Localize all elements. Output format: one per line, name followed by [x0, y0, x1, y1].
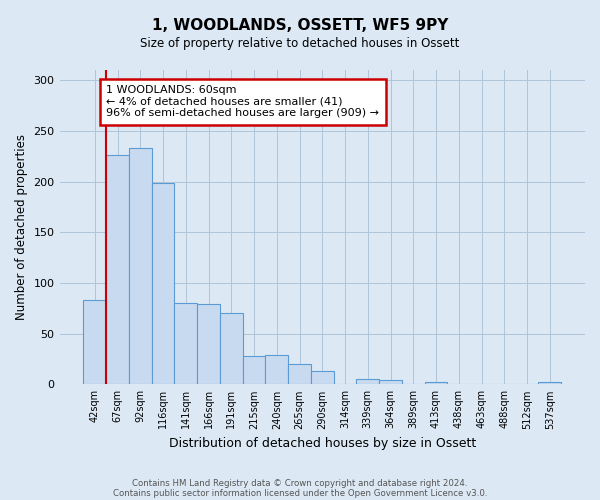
Bar [129, 148, 152, 384]
Y-axis label: Number of detached properties: Number of detached properties [15, 134, 28, 320]
Text: Contains HM Land Registry data © Crown copyright and database right 2024.: Contains HM Land Registry data © Crown c… [132, 478, 468, 488]
Text: Size of property relative to detached houses in Ossett: Size of property relative to detached ho… [140, 38, 460, 51]
Text: Contains public sector information licensed under the Open Government Licence v3: Contains public sector information licen… [113, 488, 487, 498]
Bar [311, 371, 334, 384]
Bar [288, 364, 311, 384]
Bar [265, 355, 288, 384]
Bar [538, 382, 561, 384]
Bar [242, 356, 265, 384]
Bar [152, 182, 175, 384]
Bar [175, 304, 197, 384]
X-axis label: Distribution of detached houses by size in Ossett: Distribution of detached houses by size … [169, 437, 476, 450]
Bar [220, 314, 242, 384]
Bar [83, 300, 106, 384]
Bar [197, 304, 220, 384]
Bar [356, 380, 379, 384]
Text: 1 WOODLANDS: 60sqm
← 4% of detached houses are smaller (41)
96% of semi-detached: 1 WOODLANDS: 60sqm ← 4% of detached hous… [106, 85, 379, 118]
Text: 1, WOODLANDS, OSSETT, WF5 9PY: 1, WOODLANDS, OSSETT, WF5 9PY [152, 18, 448, 32]
Bar [106, 155, 129, 384]
Bar [379, 380, 402, 384]
Bar [425, 382, 448, 384]
